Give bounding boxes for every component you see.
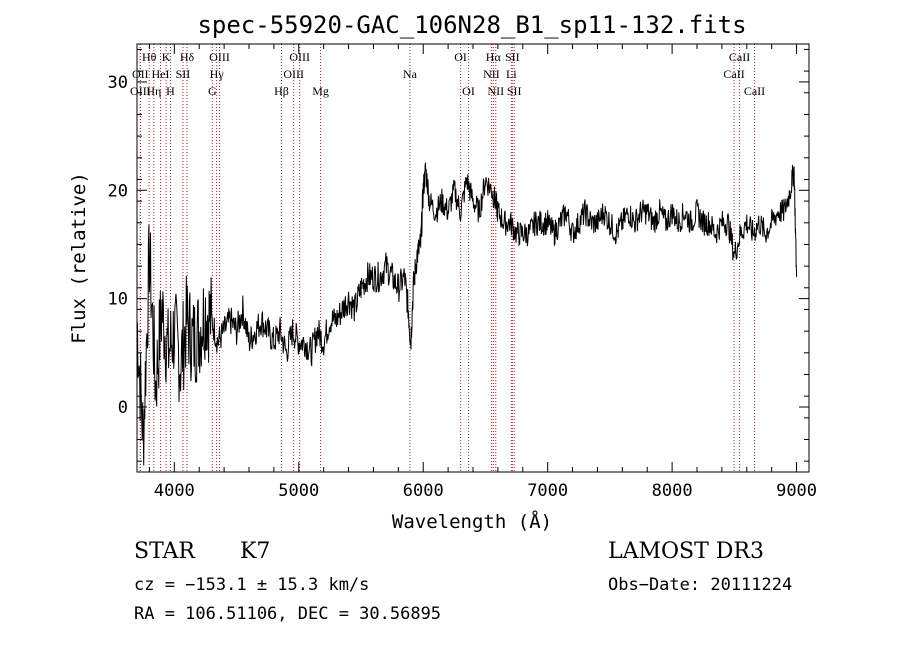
spectral-line-label: CaII: [729, 50, 750, 64]
spectrum-line: [136, 162, 798, 466]
spectral-line-label: H: [166, 84, 175, 98]
spectral-line-label: OIII: [130, 84, 151, 98]
spectral-line-label: SII: [505, 50, 520, 64]
spectral-line-label: K: [162, 50, 171, 64]
x-axis-ticks: 4000 5000 6000 7000 8000 9000: [148, 44, 817, 501]
y-tick-label: 30: [108, 73, 128, 93]
x-tick-label: 4000: [154, 481, 195, 501]
y-tick-label: 10: [108, 290, 128, 310]
object-class: STAR: [134, 539, 196, 564]
survey-name: LAMOST DR3: [608, 539, 764, 564]
spectral-line-label: OII: [132, 67, 149, 81]
object-subclass: K7: [240, 539, 270, 564]
spectral-line-markers: [139, 44, 755, 472]
spectral-line-label: HeI: [152, 67, 170, 81]
x-tick-label: 7000: [527, 481, 568, 501]
spectral-line-label: CaII: [723, 67, 744, 81]
x-tick-label: 6000: [403, 481, 444, 501]
y-axis-label: Flux (relative): [68, 172, 90, 344]
spectral-line-label: Hη: [146, 84, 161, 98]
spectral-line-label: Hβ: [274, 84, 289, 98]
y-axis-ticks: 0 10 20 30: [108, 48, 809, 462]
observation-date: Obs−Date: 20111224: [608, 575, 792, 595]
chart-title: spec-55920-GAC_106N28_B1_sp11-132.fits: [197, 11, 746, 39]
spectral-line-label: Li: [506, 67, 517, 81]
spectral-line-label: Hδ: [180, 50, 195, 64]
y-tick-label: 0: [118, 398, 128, 418]
spectral-line-label: NII: [487, 84, 504, 98]
x-tick-label: 5000: [278, 481, 319, 501]
spectral-line-label: NII: [483, 67, 500, 81]
x-tick-label: 8000: [652, 481, 693, 501]
coordinates: RA = 106.51106, DEC = 30.56895: [134, 604, 441, 624]
y-tick-label: 20: [108, 181, 128, 201]
spectral-line-label: G: [208, 84, 217, 98]
spectral-line-label: OIII: [209, 50, 230, 64]
spectral-line-label: OI: [454, 50, 467, 64]
x-tick-label: 9000: [776, 481, 817, 501]
spectral-line-label: OI: [462, 84, 475, 98]
spectral-line-label: Hα: [486, 50, 502, 64]
spectral-line-label: SII: [507, 84, 522, 98]
spectral-line-label: Mg: [312, 84, 329, 98]
spectral-line-label: Hγ: [210, 67, 225, 81]
spectral-line-label: Hθ: [142, 50, 157, 64]
spectral-line-label: Na: [403, 67, 418, 81]
spectral-line-label: SII: [176, 67, 191, 81]
spectral-line-label: CaII: [744, 84, 765, 98]
spectral-line-label: OIII: [289, 50, 310, 64]
spectral-line-label: OIII: [283, 67, 304, 81]
plot-frame: [136, 43, 810, 473]
redshift-velocity: cz = −153.1 ± 15.3 km/s: [134, 575, 369, 595]
x-axis-label: Wavelength (Å): [392, 510, 552, 533]
